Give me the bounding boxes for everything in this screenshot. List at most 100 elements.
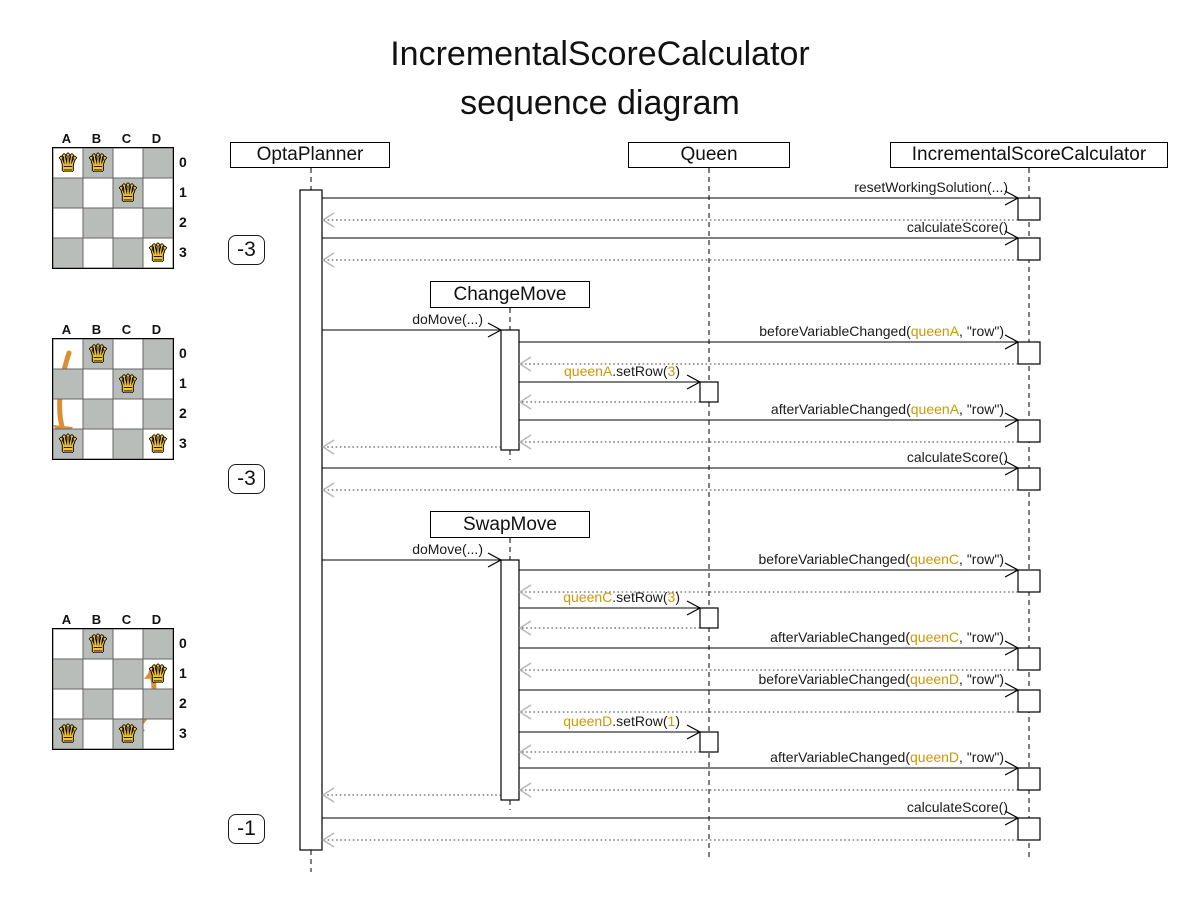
- message-aftervariablechanged-d: afterVariableChanged(queenD, "row"): [770, 749, 1004, 765]
- board-cell: [113, 339, 143, 369]
- title-line2: sequence diagram: [460, 84, 740, 122]
- board-cell: ♛: [143, 238, 173, 268]
- board-cell: [53, 238, 83, 268]
- swap-move-arrowhead-top: [144, 664, 162, 679]
- column-label: C: [121, 612, 133, 627]
- message-setrow-a: queenA.setRow(3): [564, 363, 680, 379]
- board-grid: ♛ ♛ ♛ ♛: [52, 338, 174, 460]
- queen-icon: ♛: [147, 239, 169, 267]
- message-beforevariablechanged-d: beforeVariableChanged(queenD, "row"): [758, 671, 1004, 687]
- lifeline-label: OptaPlanner: [256, 144, 364, 165]
- message-beforevariablechanged-a: beforeVariableChanged(queenA, "row"): [759, 323, 1004, 339]
- column-label: B: [91, 612, 103, 627]
- board-cell: ♛: [113, 178, 143, 208]
- row-label: 0: [179, 154, 187, 170]
- board-cell: [53, 208, 83, 238]
- row-label: 1: [179, 184, 187, 200]
- page-title: IncrementalScoreCalculator sequence diag…: [0, 30, 1200, 128]
- board-cell: [53, 399, 83, 429]
- lifelines: [310, 168, 1030, 872]
- queen-icon: ♛: [57, 149, 79, 177]
- score-badge-2: -3: [228, 464, 265, 494]
- return-arrows: [321, 212, 1018, 848]
- board-cell: ♛: [113, 719, 143, 749]
- board-cell: [113, 399, 143, 429]
- lifeline-head-swapmove: SwapMove: [430, 511, 590, 538]
- board-cell: ♛: [83, 629, 113, 659]
- queen-icon: ♛: [147, 430, 169, 458]
- board-cell: [113, 238, 143, 268]
- board-cell: [53, 369, 83, 399]
- lifeline-head-queen: Queen: [628, 142, 790, 168]
- row-labels: 0 1 2 3: [179, 147, 187, 267]
- board-cell: [83, 719, 113, 749]
- message-beforevariablechanged-c: beforeVariableChanged(queenC, "row"): [758, 551, 1004, 567]
- call-arrows: [322, 190, 1020, 826]
- queen-icon: ♛: [57, 720, 79, 748]
- message-domove-2: doMove(...): [412, 541, 483, 557]
- board-cell: [113, 659, 143, 689]
- board-cell: [83, 208, 113, 238]
- row-label: 2: [179, 214, 187, 230]
- activation-bars: [299, 189, 1041, 851]
- column-label: C: [121, 322, 133, 337]
- board-cell: [83, 429, 113, 459]
- score-badge-1: -3: [228, 235, 265, 265]
- column-label: D: [151, 612, 163, 627]
- column-label: C: [121, 131, 133, 146]
- board-grid: ♛ ♛ ♛ ♛: [52, 628, 174, 750]
- board-cell: ♛: [143, 429, 173, 459]
- lifeline-head-calculator: IncrementalScoreCalculator: [890, 142, 1168, 168]
- board-cell: [143, 208, 173, 238]
- board-cell: ♛: [53, 719, 83, 749]
- column-labels: A B C D: [52, 612, 172, 627]
- row-labels: 0 1 2 3: [179, 628, 187, 748]
- row-label: 2: [179, 695, 187, 711]
- board-cell: [83, 399, 113, 429]
- lifeline-label: Queen: [680, 144, 738, 165]
- queen-icon: ♛: [87, 630, 109, 658]
- message-domove-1: doMove(...): [412, 311, 483, 327]
- message-aftervariablechanged-c: afterVariableChanged(queenC, "row"): [770, 629, 1004, 645]
- row-label: 3: [179, 244, 187, 260]
- score-value: -1: [237, 817, 256, 840]
- message-setrow-c: queenC.setRow(3): [563, 589, 680, 605]
- queen-icon: ♛: [57, 430, 79, 458]
- board-cell: [113, 629, 143, 659]
- row-label: 0: [179, 345, 187, 361]
- queen-icon: ♛: [87, 149, 109, 177]
- lifeline-head-changemove: ChangeMove: [430, 281, 590, 308]
- column-label: B: [91, 322, 103, 337]
- column-labels: A B C D: [52, 322, 172, 337]
- board-cell: ♛: [53, 148, 83, 178]
- row-label: 2: [179, 405, 187, 421]
- score-value: -3: [237, 238, 256, 261]
- row-label: 1: [179, 665, 187, 681]
- message-setrow-d: queenD.setRow(1): [563, 713, 680, 729]
- column-label: A: [61, 131, 73, 146]
- board-cell: [143, 689, 173, 719]
- board-cell: ♛: [53, 429, 83, 459]
- board-cell: [143, 148, 173, 178]
- lifeline-label: SwapMove: [463, 513, 557, 535]
- board-cell: [53, 178, 83, 208]
- board-cell: [143, 339, 173, 369]
- board-cell: [143, 399, 173, 429]
- queen-icon: ♛: [117, 370, 139, 398]
- chessboard-initial: A B C D ♛ ♛ ♛ ♛ 0 1 2 3: [52, 131, 252, 291]
- board-cell: [143, 178, 173, 208]
- score-badge-3: -1: [228, 814, 265, 844]
- board-cell: [113, 429, 143, 459]
- column-label: D: [151, 322, 163, 337]
- row-label: 1: [179, 375, 187, 391]
- board-cell: ♛: [83, 148, 113, 178]
- row-label: 0: [179, 635, 187, 651]
- row-labels: 0 1 2 3: [179, 338, 187, 458]
- board-cell: [83, 178, 113, 208]
- board-cell: [83, 659, 113, 689]
- column-labels: A B C D: [52, 131, 172, 146]
- message-calculatescore-3: calculateScore(): [906, 799, 1008, 815]
- board-cell: [53, 629, 83, 659]
